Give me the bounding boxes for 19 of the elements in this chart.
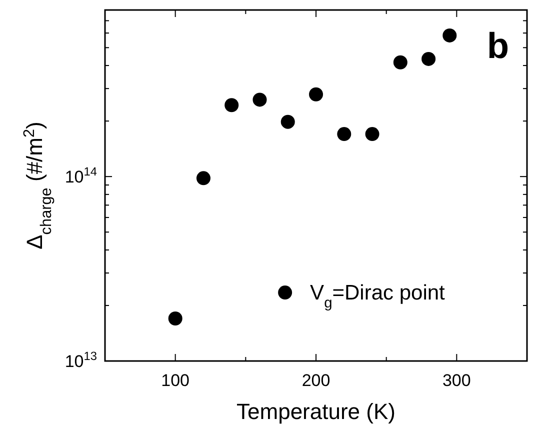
point	[422, 52, 436, 66]
x-axis-title: Temperature (K)	[236, 399, 396, 424]
point	[168, 311, 182, 326]
point	[309, 87, 323, 102]
y-tick-label: 10$^{14}$	[64, 164, 98, 187]
point	[337, 127, 352, 142]
point	[252, 92, 267, 107]
point	[224, 98, 239, 112]
annotation: b	[487, 25, 509, 66]
x-tick-label: 200	[302, 371, 330, 390]
y-tick-label: 10$^{13}$	[64, 349, 98, 371]
x-tick-label: 300	[442, 371, 471, 390]
point	[196, 171, 210, 186]
point	[280, 114, 295, 129]
point	[365, 127, 380, 142]
point	[393, 55, 408, 70]
x-tick-label: 100	[161, 371, 190, 390]
legend-label: V$_{g}$=Dirac point	[310, 282, 446, 312]
point	[442, 28, 457, 42]
